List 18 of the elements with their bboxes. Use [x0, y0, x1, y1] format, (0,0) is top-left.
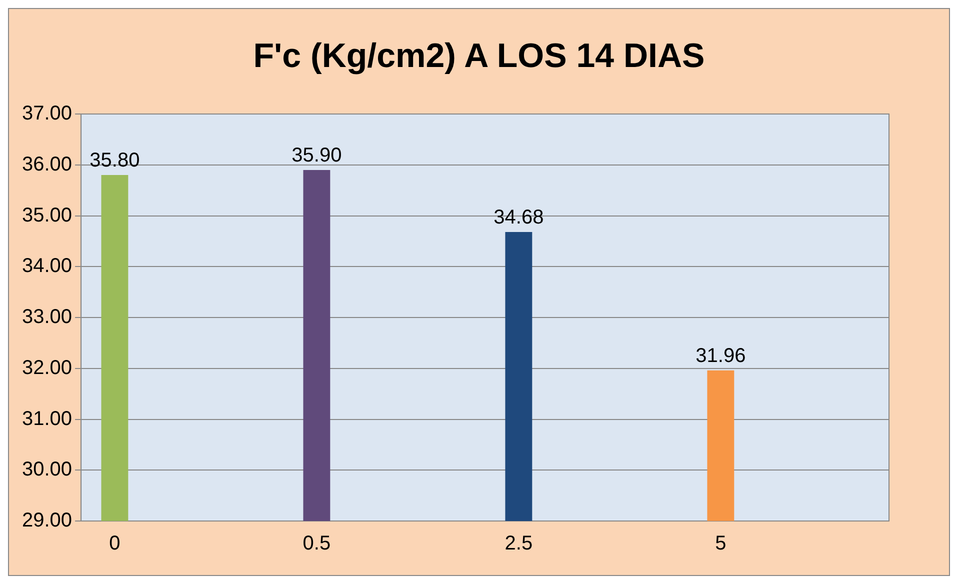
data-label: 34.68 — [494, 206, 544, 229]
y-tick-label: 35.00 — [22, 204, 72, 226]
y-tick-label: 33.00 — [22, 306, 72, 328]
y-tick-label: 30.00 — [22, 458, 72, 481]
y-tick-label: 31.00 — [22, 408, 72, 430]
chart-title: F'c (Kg/cm2) A LOS 14 DIAS — [252, 37, 706, 76]
x-tick-label: 5 — [715, 532, 726, 555]
data-label: 31.96 — [696, 344, 746, 367]
data-label: 35.80 — [90, 150, 140, 172]
y-tick-label: 37.00 — [22, 102, 72, 125]
y-tick-label: 36.00 — [22, 153, 72, 176]
x-tick-label: 0.5 — [302, 532, 331, 555]
x-tick-label: 0 — [109, 532, 120, 555]
data-label: 35.90 — [292, 144, 342, 166]
y-tick-label: 34.00 — [22, 255, 72, 278]
y-tick-label: 32.00 — [22, 356, 72, 379]
x-tick-label: 2.5 — [504, 532, 533, 555]
y-tick-label: 29.00 — [22, 510, 72, 532]
